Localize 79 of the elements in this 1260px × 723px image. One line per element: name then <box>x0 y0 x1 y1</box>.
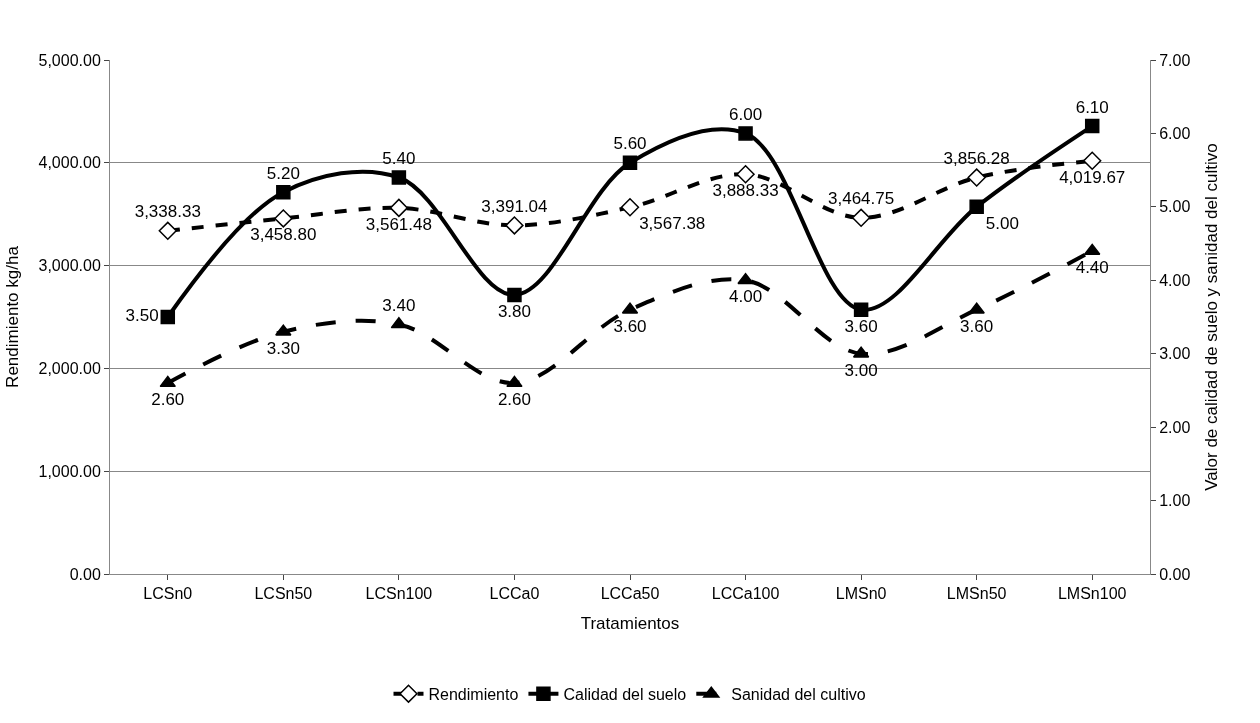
y2-tick-label: 0.00 <box>1159 565 1191 583</box>
y2-tick-label: 3.00 <box>1159 345 1191 363</box>
data-label: 3.60 <box>613 316 647 336</box>
data-label: 3,391.04 <box>481 197 548 217</box>
point <box>507 287 522 303</box>
y2-tick-label: 2.00 <box>1159 418 1191 436</box>
y-axis-title: Rendimiento kg/ha <box>3 245 23 388</box>
data-label: 3.30 <box>266 338 300 358</box>
y-tick-label: 1,000.00 <box>38 462 101 480</box>
data-label: 3,561.48 <box>365 214 432 234</box>
data-label: 3.60 <box>844 316 878 336</box>
x-tick-label: LCCa50 <box>600 585 660 603</box>
point <box>275 324 292 336</box>
y2-tick-label: 1.00 <box>1159 492 1191 510</box>
data-label: 3,458.80 <box>250 225 317 245</box>
data-label: 3.40 <box>382 295 416 315</box>
point <box>967 168 986 187</box>
data-label: 6.00 <box>729 105 763 125</box>
data-label: 2.60 <box>151 389 185 409</box>
data-label: 2.60 <box>497 389 531 409</box>
point <box>737 273 754 285</box>
data-label: 3.80 <box>497 301 531 321</box>
point <box>1084 118 1100 134</box>
point <box>1083 151 1102 170</box>
point <box>505 216 524 235</box>
y-tick-label: 4,000.00 <box>38 154 101 172</box>
x-tick-label: LCCa0 <box>489 585 540 603</box>
x-axis-title: Tratamientos <box>580 613 680 633</box>
data-label: 3,464.75 <box>828 189 895 209</box>
data-label: 5.40 <box>382 149 416 169</box>
data-label: 3,567.38 <box>639 214 706 234</box>
x-tick-label: LMSn50 <box>946 585 1007 603</box>
point <box>159 375 177 388</box>
point <box>622 155 638 171</box>
point <box>506 375 523 388</box>
y-tick-label: 3,000.00 <box>38 257 101 275</box>
y2-tick-label: 7.00 <box>1159 51 1191 69</box>
data-label: 4.00 <box>729 287 763 307</box>
data-label: 3,856.28 <box>943 149 1010 169</box>
x-tick-label: LMSn100 <box>1057 585 1127 603</box>
y-tick-label: 5,000.00 <box>38 51 101 69</box>
data-label: 3.60 <box>960 316 994 336</box>
point <box>968 302 985 314</box>
point <box>389 198 409 218</box>
data-label: 3,338.33 <box>134 202 201 222</box>
legend-label: Rendimiento <box>428 685 519 703</box>
point <box>851 208 871 228</box>
y-tick-label: 2,000.00 <box>38 360 101 377</box>
data-label: 3,888.33 <box>712 181 779 201</box>
x-tick-label: LMSn0 <box>835 585 887 603</box>
point <box>736 165 755 184</box>
data-label: 5.20 <box>266 163 300 183</box>
legend-label: Sanidad del cultivo <box>731 685 866 703</box>
point <box>969 199 984 215</box>
y2-tick-label: 4.00 <box>1159 271 1191 289</box>
y-tick-label: 0.00 <box>69 565 101 583</box>
data-label: 3.50 <box>125 306 159 326</box>
y2-axis-title: Valor de calidad de suelo y sanidad del cultivo <box>1201 143 1221 491</box>
data-label: 5.60 <box>613 134 647 154</box>
data-label: 5.00 <box>985 213 1019 233</box>
point <box>274 209 293 228</box>
data-label: 3.00 <box>844 360 878 380</box>
legend-label: Calidad del suelo <box>563 685 687 703</box>
x-tick-label: LCCa100 <box>711 585 780 603</box>
data-label: 6.10 <box>1075 97 1109 117</box>
x-tick-label: LCSn0 <box>143 585 193 603</box>
point <box>391 170 407 185</box>
data-label: 4.40 <box>1075 257 1109 277</box>
point <box>853 302 869 317</box>
point <box>276 184 291 200</box>
point <box>738 126 753 141</box>
point <box>158 221 177 241</box>
point <box>620 198 640 217</box>
data-label: 4,019.67 <box>1059 167 1126 187</box>
y2-tick-label: 6.00 <box>1159 125 1191 143</box>
point <box>160 309 176 325</box>
x-tick-label: LCSn50 <box>254 585 313 603</box>
x-tick-label: LCSn100 <box>365 585 433 603</box>
y2-tick-label: 5.00 <box>1159 198 1191 216</box>
